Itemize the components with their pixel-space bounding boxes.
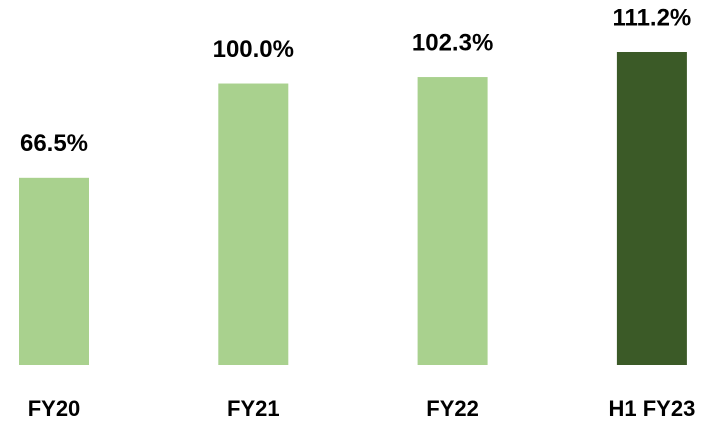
bar [19, 177, 89, 365]
data-label: 111.2% [613, 4, 692, 31]
bar [616, 52, 687, 365]
bar [417, 77, 488, 365]
x-tick-label: FY20 [28, 396, 81, 421]
data-label: 66.5% [20, 130, 88, 157]
x-tick-label: H1 FY23 [608, 396, 695, 421]
x-tick-label: FY21 [227, 396, 280, 421]
bar [218, 83, 289, 365]
data-label: 102.3% [412, 29, 493, 56]
x-tick-label: FY22 [426, 396, 479, 421]
data-label: 100.0% [213, 36, 294, 63]
